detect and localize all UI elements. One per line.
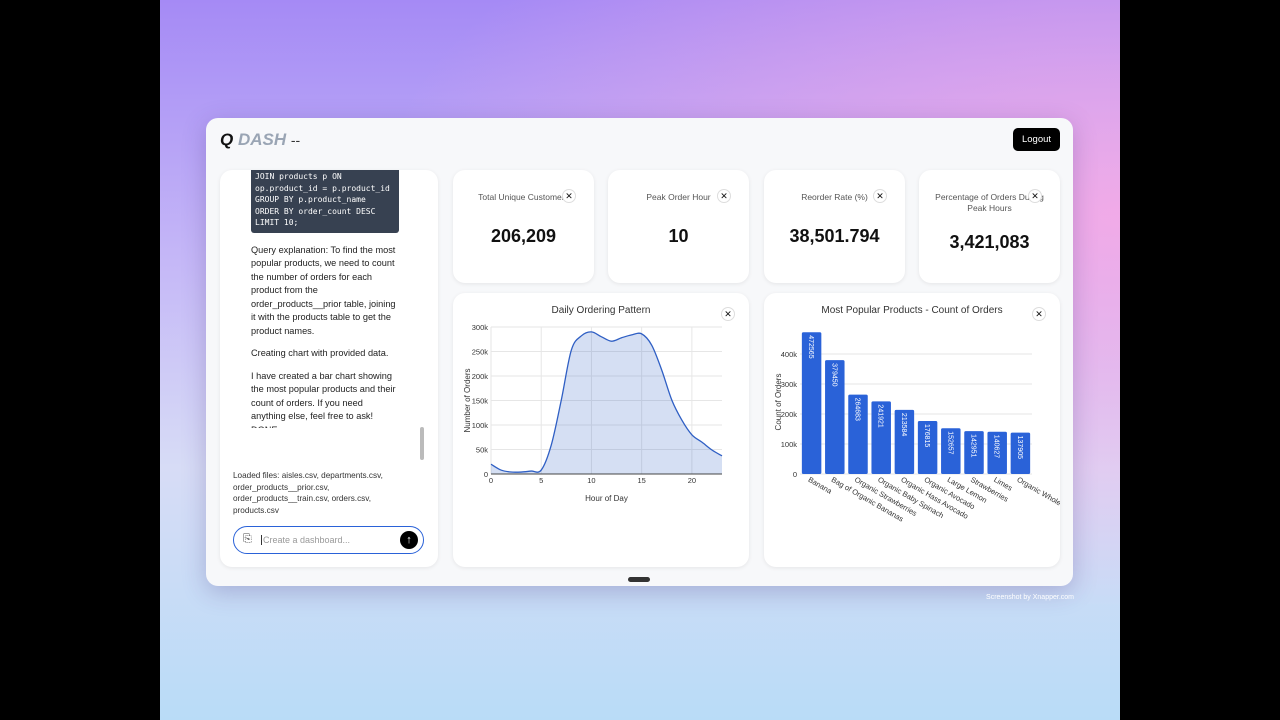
kpi-value: 38,501.794: [789, 226, 880, 246]
y-tick-label: 200k: [781, 410, 798, 419]
scrollbar: [420, 427, 424, 460]
y-tick-label: 250k: [472, 348, 489, 357]
bar-value-label: 140627: [993, 435, 1000, 458]
bar: [941, 428, 961, 474]
kpi-value: 206,209: [490, 226, 557, 246]
logo: Q DASH --: [220, 130, 300, 150]
bar: [917, 420, 938, 474]
bar: [871, 401, 891, 474]
y-axis-label: Count of Orders: [774, 374, 783, 431]
logout-button[interactable]: Logout: [1013, 128, 1060, 151]
logo-q: Q: [220, 130, 234, 149]
y-tick-label: 150k: [472, 397, 489, 406]
code-line: op.product_id = p.product_id: [255, 183, 390, 193]
code-line: ORDER BY order_count DESC: [255, 206, 376, 216]
code-line: JOIN products p ON: [255, 172, 342, 181]
close-button[interactable]: ✕: [1032, 307, 1046, 321]
bar: [1010, 432, 1031, 474]
kpi-card: Peak Order Hour 10 ✕: [608, 170, 749, 283]
chat-message: Query explanation: To find the most popu…: [251, 244, 396, 336]
y-tick-label: 0: [793, 470, 797, 479]
x-tick-label: 5: [539, 476, 543, 485]
bar-value-label: 152657: [946, 431, 953, 454]
kpi-title: Peak Order Hour: [646, 192, 711, 202]
app-window: Q DASH -- Logout JOIN products p ON op.pr…: [206, 118, 1073, 586]
close-button[interactable]: ✕: [873, 189, 887, 203]
code-block: JOIN products p ON op.product_id = p.prod…: [251, 170, 399, 233]
kpi-value: 10: [668, 226, 689, 246]
y-tick-label: 50k: [476, 446, 488, 455]
chart-title: Daily Ordering Pattern: [552, 305, 651, 316]
bar: [825, 360, 845, 474]
kpi-title: Total Unique Customers: [478, 192, 569, 202]
close-button[interactable]: ✕: [1028, 189, 1042, 203]
bar-chart-card: Most Popular Products - Count of Orders 0…: [764, 293, 1060, 567]
bar: [848, 394, 868, 474]
close-button[interactable]: ✕: [721, 307, 735, 321]
kpi-card: Total Unique Customers 206,209 ✕: [453, 170, 594, 283]
footer: Screenshot by Xnapper.com: [986, 594, 1074, 601]
x-tick-label: Organic Whole Milk: [1015, 475, 1060, 515]
line-chart: Daily Ordering Pattern 0 50k 100k 150k 200k 25…: [463, 305, 723, 503]
x-tick-label: 0: [489, 476, 493, 485]
close-button[interactable]: ✕: [717, 189, 731, 203]
code-lines: JOIN products p ON op.product_id = p.prod…: [255, 171, 395, 229]
bar-value-label: 137905: [1016, 436, 1023, 459]
code-line: LIMIT 10;: [255, 218, 299, 227]
x-axis-label: Hour of Day: [585, 494, 628, 503]
logo-suffix: --: [290, 132, 301, 148]
bar-value-label: 264683: [854, 398, 861, 421]
y-tick-label: 0: [484, 470, 488, 479]
bar: [894, 409, 915, 474]
bar: [964, 431, 984, 474]
bar-value-label: 241921: [877, 404, 884, 427]
attach-icon[interactable]: ⎘: [243, 533, 252, 545]
x-tick-label: 20: [688, 476, 696, 485]
bar-value-label: 213584: [900, 413, 907, 436]
y-axis-label: Number of Orders: [463, 368, 472, 432]
kpi-title: Percentage of Orders During Peak Hours: [935, 192, 1044, 213]
kpi-card: Reorder Rate (%) 38,501.794 ✕: [764, 170, 905, 283]
bar-chart: Most Popular Products - Count of Orders 0…: [774, 305, 1060, 524]
kpi-card: Percentage of Orders During Peak Hours 3,…: [919, 170, 1060, 283]
code-line: GROUP BY p.product_name: [255, 195, 366, 204]
chart-title: Most Popular Products - Count of Orders: [821, 305, 1002, 316]
bar: [987, 431, 1007, 474]
y-tick-label: 100k: [781, 440, 798, 449]
messages: Query explanation: To find the most popu…: [251, 244, 399, 429]
chat-input[interactable]: ⎘ Create a dashboard... ↑: [233, 526, 424, 554]
bar: [801, 332, 822, 474]
input-placeholder: Create a dashboard...: [261, 535, 351, 545]
bar-value-label: 472565: [807, 335, 814, 358]
y-tick-label: 300k: [472, 323, 489, 332]
x-tick-label: Banana: [807, 475, 835, 496]
bar-value-label: 142951: [970, 434, 977, 457]
kpi-title: Reorder Rate (%): [801, 192, 868, 202]
x-tick-label: 10: [587, 476, 595, 485]
bar-value-label: 379450: [830, 363, 837, 386]
chat-panel: JOIN products p ON op.product_id = p.prod…: [220, 170, 438, 567]
chat-message: I have created a bar chart showing the m…: [251, 370, 396, 429]
y-tick-label: 300k: [781, 380, 798, 389]
y-tick-label: 200k: [472, 372, 489, 381]
send-button[interactable]: ↑: [400, 531, 418, 549]
chat-message: Creating chart with provided data.: [251, 348, 389, 358]
kpi-value: 3,421,083: [949, 232, 1030, 252]
line: [490, 331, 723, 473]
x-tick-label: 15: [637, 476, 645, 485]
resize-handle: [628, 577, 650, 582]
line-chart-card: Daily Ordering Pattern 0 50k 100k 150k 200k 25…: [453, 293, 749, 567]
y-tick-label: 400k: [781, 350, 798, 359]
loaded-files: Loaded files: aisles.csv, departments.cs…: [233, 471, 383, 515]
logo-dash: DASH: [237, 130, 287, 149]
bar-value-label: 176815: [923, 424, 930, 447]
chat-messages: JOIN products p ON op.product_id = p.prod…: [251, 170, 399, 428]
area: [491, 331, 722, 474]
y-tick-label: 100k: [472, 421, 489, 430]
close-button[interactable]: ✕: [562, 189, 576, 203]
